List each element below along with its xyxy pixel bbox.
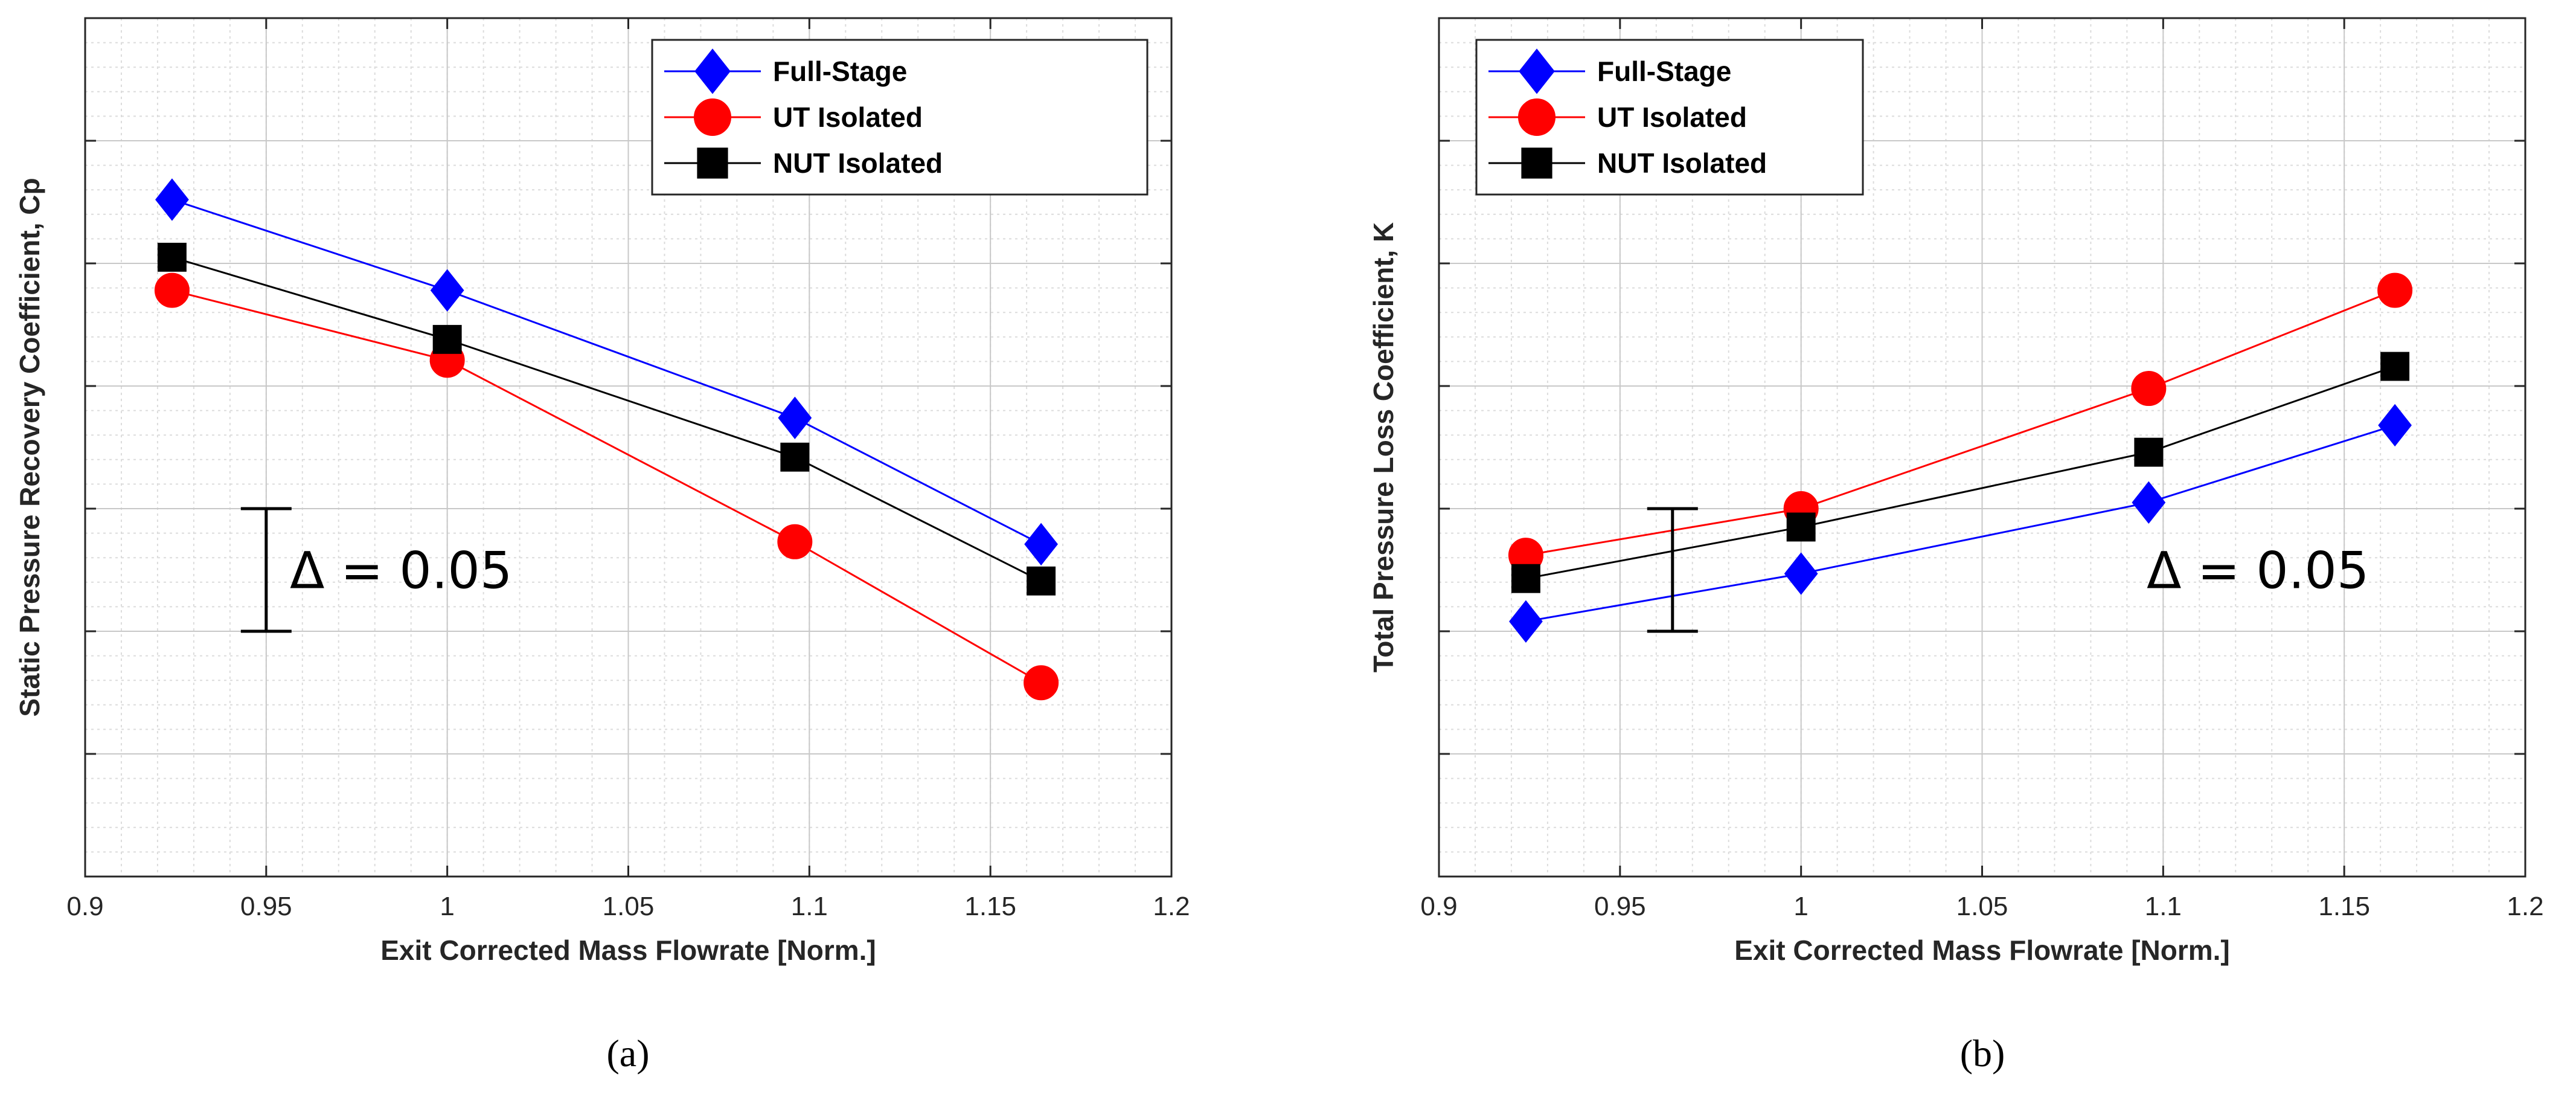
delta-label: Δ = 0.05 (2147, 541, 2369, 600)
panel-caption: (a) (606, 1032, 649, 1075)
y-axis-label: Static Pressure Recovery Coefficient, Cp (14, 178, 45, 716)
legend-marker (697, 147, 728, 179)
legend-label: UT Isolated (773, 101, 923, 133)
x-tick-label: 0.95 (240, 892, 292, 921)
data-point (1024, 665, 1059, 701)
x-tick-label: 0.95 (1594, 892, 1646, 921)
series-line (171, 289, 1042, 684)
legend-item: NUT Isolated (1488, 147, 1767, 179)
data-point (2132, 481, 2166, 524)
data-point (432, 324, 462, 354)
data-point (1784, 552, 1818, 595)
x-tick-label: 1 (440, 892, 454, 921)
legend-item: NUT Isolated (664, 147, 943, 179)
data-point (2134, 437, 2164, 467)
legend-item: Full-Stage (1488, 48, 1731, 94)
legend-marker (1521, 147, 1552, 179)
data-point (430, 269, 464, 312)
x-tick-label: 1.05 (1956, 892, 2008, 921)
legend-marker (694, 98, 731, 136)
x-tick-label: 1.2 (2507, 892, 2543, 921)
x-tick-label: 0.9 (1420, 892, 1457, 921)
series-full-stage (155, 178, 1058, 566)
series-line (1525, 424, 2395, 623)
data-point (2378, 404, 2412, 447)
data-point (1511, 564, 1540, 593)
data-point (1024, 523, 1058, 566)
data-point (155, 178, 189, 221)
legend-item: UT Isolated (664, 98, 923, 136)
series-nut-isolated (1511, 352, 2410, 593)
delta-annotation: Δ = 0.05 (1647, 507, 2369, 633)
delta-label: Δ = 0.05 (290, 541, 512, 600)
legend-label: Full-Stage (773, 56, 907, 87)
x-tick-label: 1.1 (2145, 892, 2182, 921)
legend-label: NUT Isolated (773, 147, 943, 179)
data-point (2380, 352, 2410, 381)
chart-panel-b: 0.9 0.95 1 1.05 1.1 1.15 1.2 Exit Corrected Mas… (1368, 17, 2544, 1075)
legend-item: UT Isolated (1488, 98, 1747, 136)
series-line (1525, 289, 2395, 556)
x-tick-label: 1 (1793, 892, 1808, 921)
tick-marks (1438, 17, 2526, 878)
panel-caption: (b) (1960, 1032, 2005, 1075)
x-axis-label: Exit Corrected Mass Flowrate [Norm.] (380, 935, 876, 966)
series-full-stage (1509, 404, 2412, 643)
series-line (1525, 365, 2395, 580)
tick-marks (84, 17, 1173, 878)
x-axis-label: Exit Corrected Mass Flowrate [Norm.] (1734, 935, 2230, 966)
y-axis-label: Total Pressure Loss Coefficient, K (1368, 222, 1399, 673)
x-tick-label: 1.2 (1153, 892, 1190, 921)
data-point (154, 272, 190, 308)
data-point (780, 442, 810, 472)
data-point (777, 524, 813, 559)
x-tick-label: 1.05 (603, 892, 655, 921)
data-point (2377, 272, 2413, 308)
legend-marker (1519, 48, 1555, 94)
legend-marker (694, 48, 731, 94)
x-tick-label: 1.15 (2318, 892, 2370, 921)
legend: Full-Stage UT Isolated NUT Isolated (651, 39, 1149, 196)
series-nut-isolated (157, 242, 1056, 596)
delta-annotation: Δ = 0.05 (240, 507, 512, 633)
data-point (778, 396, 812, 439)
data-point (1509, 600, 1543, 643)
legend: Full-Stage UT Isolated NUT Isolated (1475, 39, 1864, 196)
data-point (1786, 512, 1816, 542)
data-point (1027, 566, 1056, 596)
data-point (2131, 371, 2167, 407)
legend-item: Full-Stage (664, 48, 907, 94)
legend-marker (1518, 98, 1556, 136)
legend-label: UT Isolated (1597, 101, 1747, 133)
chart-panel-a: 0.9 0.95 1 1.05 1.1 1.15 1.2 Exit Corrected Mas… (14, 17, 1190, 1075)
x-tick-label: 1.1 (791, 892, 828, 921)
series-line (171, 199, 1042, 545)
x-tick-label: 0.9 (66, 892, 103, 921)
data-point (157, 242, 187, 272)
legend-label: NUT Isolated (1597, 147, 1767, 179)
legend-label: Full-Stage (1597, 56, 1731, 87)
x-tick-label: 1.15 (964, 892, 1016, 921)
series-ut-isolated (1508, 272, 2413, 573)
series-line (171, 256, 1042, 582)
